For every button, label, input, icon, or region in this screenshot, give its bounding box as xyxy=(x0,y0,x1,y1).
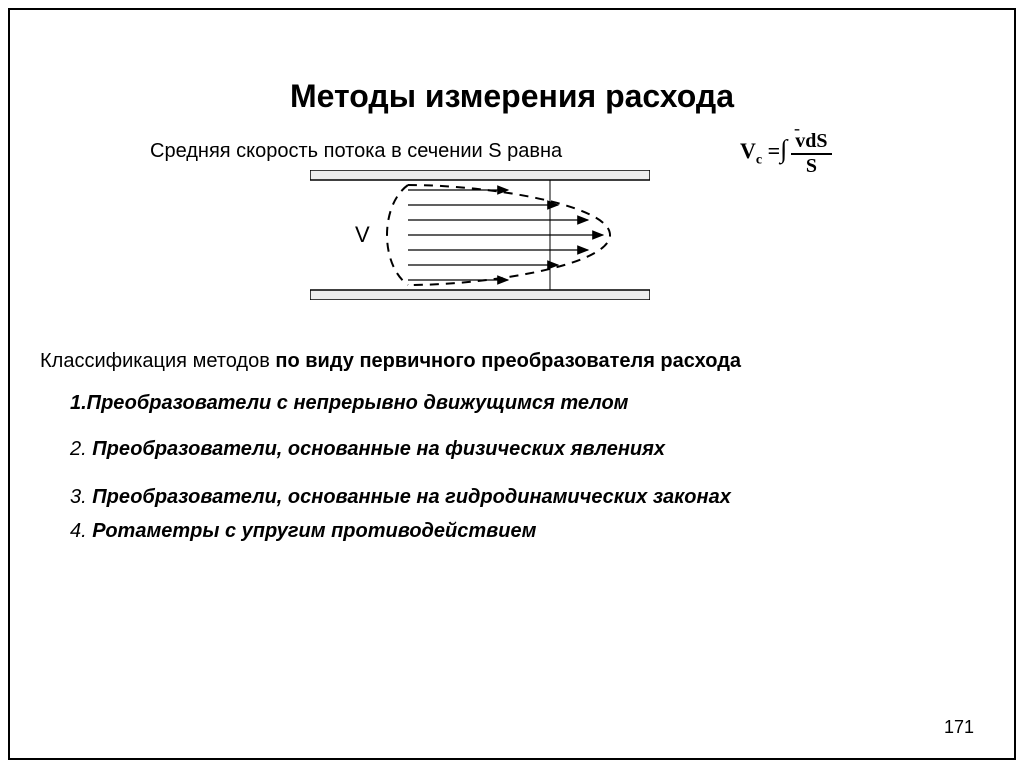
list-item-2-num: 2. xyxy=(70,438,92,460)
list-item-1: 1.Преобразователи с непрерывно движущимс… xyxy=(70,392,628,415)
list-item-3-num: 3. xyxy=(70,486,92,508)
v-label: V xyxy=(355,222,370,247)
page-title: Методы измерения расхода xyxy=(0,78,1024,115)
list-item-4-num: 4. xyxy=(70,520,92,542)
velocity-profile-left xyxy=(387,185,408,285)
list-item-3-text: Преобразователи, основанные на гидродина… xyxy=(92,486,731,508)
slide-border xyxy=(8,8,1016,760)
formula-lhs-base: V xyxy=(740,138,756,163)
integral-icon: ∫ xyxy=(780,135,787,164)
flow-arrows xyxy=(408,190,603,280)
list-item-4-text: Ротаметры с упругим противодействием xyxy=(92,520,536,542)
flow-diagram-svg: V xyxy=(310,170,650,300)
classification-prefix: Классификация методов xyxy=(40,350,275,372)
pipe-wall-top xyxy=(310,170,650,180)
classification-bold: по виду первичного преобразователя расхо… xyxy=(275,350,741,372)
flow-diagram: V xyxy=(310,170,650,305)
formula: ‐ Vc =∫ vdS S xyxy=(740,130,832,178)
list-item-2: 2. Преобразователи, основанные на физиче… xyxy=(70,438,665,461)
formula-denominator: S xyxy=(791,155,831,178)
formula-upper-limit: ‐ xyxy=(794,118,800,139)
subtitle: Средняя скорость потока в сечении S равн… xyxy=(150,140,562,163)
list-item-4: 4. Ротаметры с упругим противодействием xyxy=(70,520,536,543)
formula-equals: = xyxy=(762,138,780,163)
formula-lhs: Vc = xyxy=(740,138,780,163)
list-item-3: 3. Преобразователи, основанные на гидрод… xyxy=(70,486,731,509)
page-number: 171 xyxy=(944,717,974,738)
classification-heading: Классификация методов по виду первичного… xyxy=(40,350,741,373)
list-item-2-text: Преобразователи, основанные на физически… xyxy=(92,438,665,460)
pipe-wall-bottom xyxy=(310,290,650,300)
